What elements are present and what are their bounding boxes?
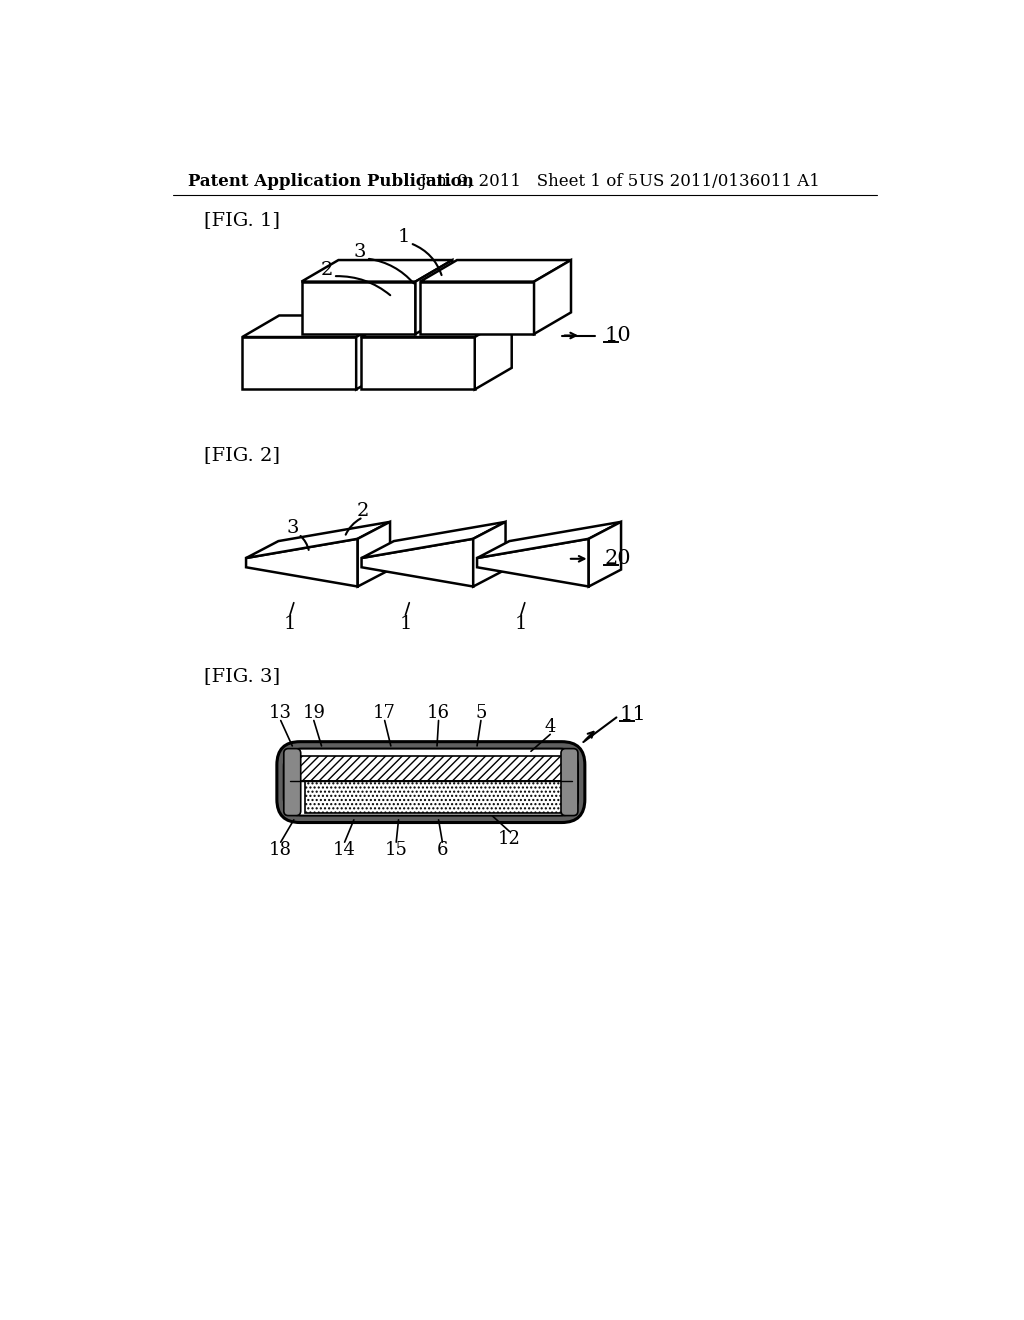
Polygon shape	[360, 315, 512, 337]
Polygon shape	[360, 337, 475, 389]
Text: 2: 2	[357, 502, 370, 520]
Polygon shape	[361, 521, 506, 558]
Text: [FIG. 3]: [FIG. 3]	[204, 667, 280, 685]
Text: 1: 1	[515, 615, 527, 634]
Polygon shape	[301, 281, 416, 334]
Text: 10: 10	[604, 326, 631, 345]
Polygon shape	[477, 539, 589, 586]
Polygon shape	[356, 315, 393, 389]
Text: 16: 16	[427, 704, 451, 722]
Polygon shape	[475, 315, 512, 389]
Polygon shape	[420, 281, 535, 334]
Text: 3: 3	[353, 243, 367, 261]
Text: 11: 11	[620, 705, 646, 723]
Polygon shape	[246, 539, 357, 586]
Polygon shape	[416, 260, 453, 334]
Polygon shape	[361, 539, 473, 586]
Text: Patent Application Publication: Patent Application Publication	[188, 173, 474, 190]
Bar	[290, 756, 571, 780]
Text: 3: 3	[286, 519, 299, 537]
Text: 4: 4	[545, 718, 556, 735]
Polygon shape	[246, 521, 390, 558]
Text: 15: 15	[385, 841, 408, 859]
Polygon shape	[589, 521, 621, 586]
Text: 1: 1	[397, 228, 410, 246]
Polygon shape	[357, 521, 390, 586]
Text: 13: 13	[269, 704, 292, 722]
Polygon shape	[301, 260, 453, 281]
Text: 20: 20	[604, 549, 631, 569]
Text: 19: 19	[302, 704, 326, 722]
FancyBboxPatch shape	[561, 748, 578, 816]
Text: [FIG. 2]: [FIG. 2]	[204, 446, 280, 463]
Polygon shape	[473, 521, 506, 586]
Text: 18: 18	[269, 841, 292, 859]
Polygon shape	[243, 337, 356, 389]
Text: Jun. 9, 2011   Sheet 1 of 5: Jun. 9, 2011 Sheet 1 of 5	[419, 173, 639, 190]
FancyBboxPatch shape	[284, 748, 301, 816]
Text: [FIG. 1]: [FIG. 1]	[204, 211, 280, 228]
FancyBboxPatch shape	[276, 742, 585, 822]
Polygon shape	[535, 260, 571, 334]
Text: 2: 2	[321, 261, 333, 279]
Text: 1: 1	[399, 615, 412, 634]
Text: 12: 12	[498, 830, 521, 847]
Text: 6: 6	[436, 841, 449, 859]
FancyBboxPatch shape	[284, 748, 578, 816]
Polygon shape	[243, 315, 393, 337]
Text: 17: 17	[373, 704, 396, 722]
Text: 1: 1	[284, 615, 296, 634]
Bar	[305, 781, 568, 813]
Polygon shape	[477, 521, 621, 558]
Text: 5: 5	[475, 704, 486, 722]
Text: US 2011/0136011 A1: US 2011/0136011 A1	[639, 173, 819, 190]
Polygon shape	[420, 260, 571, 281]
Text: 14: 14	[333, 841, 356, 859]
